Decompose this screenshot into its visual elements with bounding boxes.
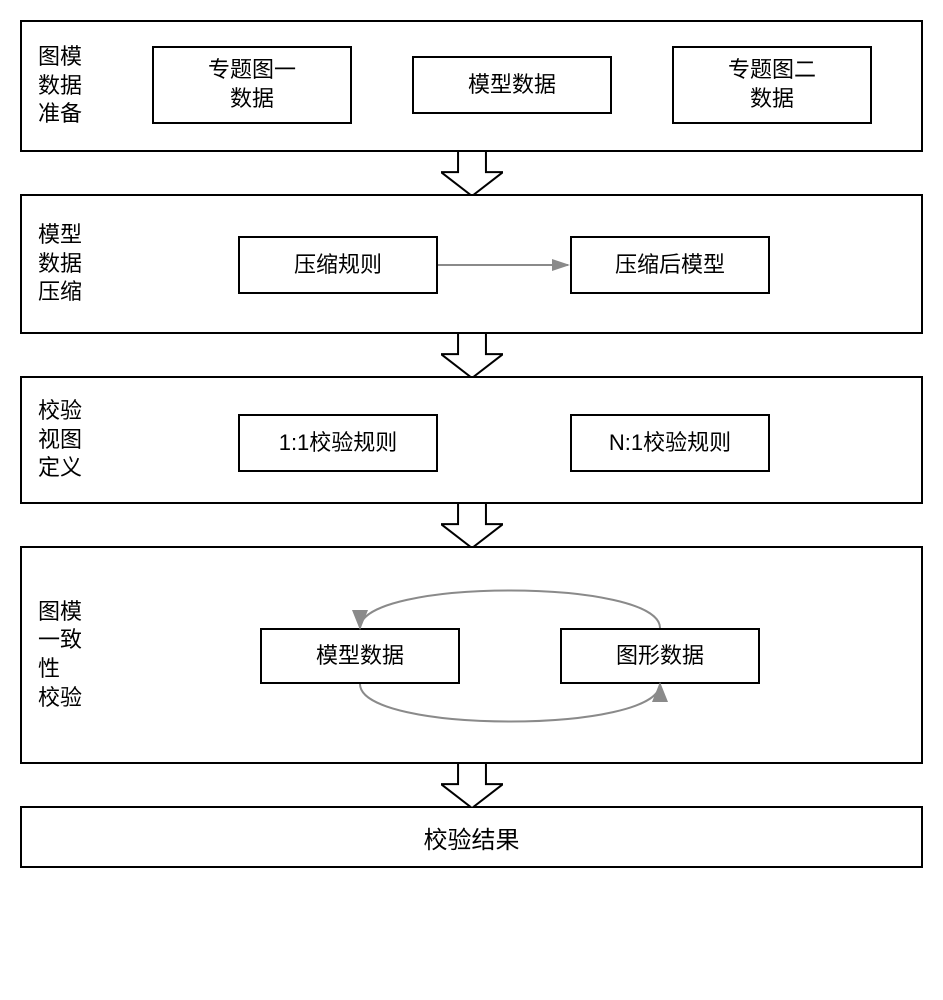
node-compressed-model: 压缩后模型 xyxy=(570,236,770,294)
stage-view-def: 校验 视图 定义 1:1校验规则 N:1校验规则 xyxy=(20,376,923,504)
stage-viewdef-label: 校验 视图 定义 xyxy=(22,397,92,483)
down-arrow-2 xyxy=(20,332,923,378)
node-theme1-data: 专题图一 数据 xyxy=(152,46,352,124)
stage-result: 校验结果 xyxy=(20,806,923,868)
down-arrow-3 xyxy=(20,502,923,548)
node-theme2-data: 专题图二 数据 xyxy=(672,46,872,124)
stage-consistency-label: 图模 一致性 校验 xyxy=(22,598,92,712)
node-model-data-2: 模型数据 xyxy=(260,628,460,684)
arrows-bidirectional xyxy=(92,548,912,766)
stage-prep-label: 图模 数据 准备 xyxy=(22,43,92,129)
flowchart-root: 图模 数据 准备 专题图一 数据 模型数据 专题图二 数据 xyxy=(20,20,923,868)
node-graphic-data: 图形数据 xyxy=(560,628,760,684)
stage-consistency: 图模 一致性 校验 模型数据 图形数据 xyxy=(20,546,923,764)
node-compress-rule: 压缩规则 xyxy=(238,236,438,294)
stage-compress-label: 模型 数据 压缩 xyxy=(22,221,92,307)
node-rule-n-1: N:1校验规则 xyxy=(570,414,770,472)
node-model-data: 模型数据 xyxy=(412,56,612,114)
down-arrow-4 xyxy=(20,762,923,808)
arrow-rule-to-model xyxy=(92,196,912,336)
down-arrow-1 xyxy=(20,150,923,196)
stage-compress: 模型 数据 压缩 压缩规则 压缩后模型 xyxy=(20,194,923,334)
node-rule-1-1: 1:1校验规则 xyxy=(238,414,438,472)
stage-data-prep: 图模 数据 准备 专题图一 数据 模型数据 专题图二 数据 xyxy=(20,20,923,152)
